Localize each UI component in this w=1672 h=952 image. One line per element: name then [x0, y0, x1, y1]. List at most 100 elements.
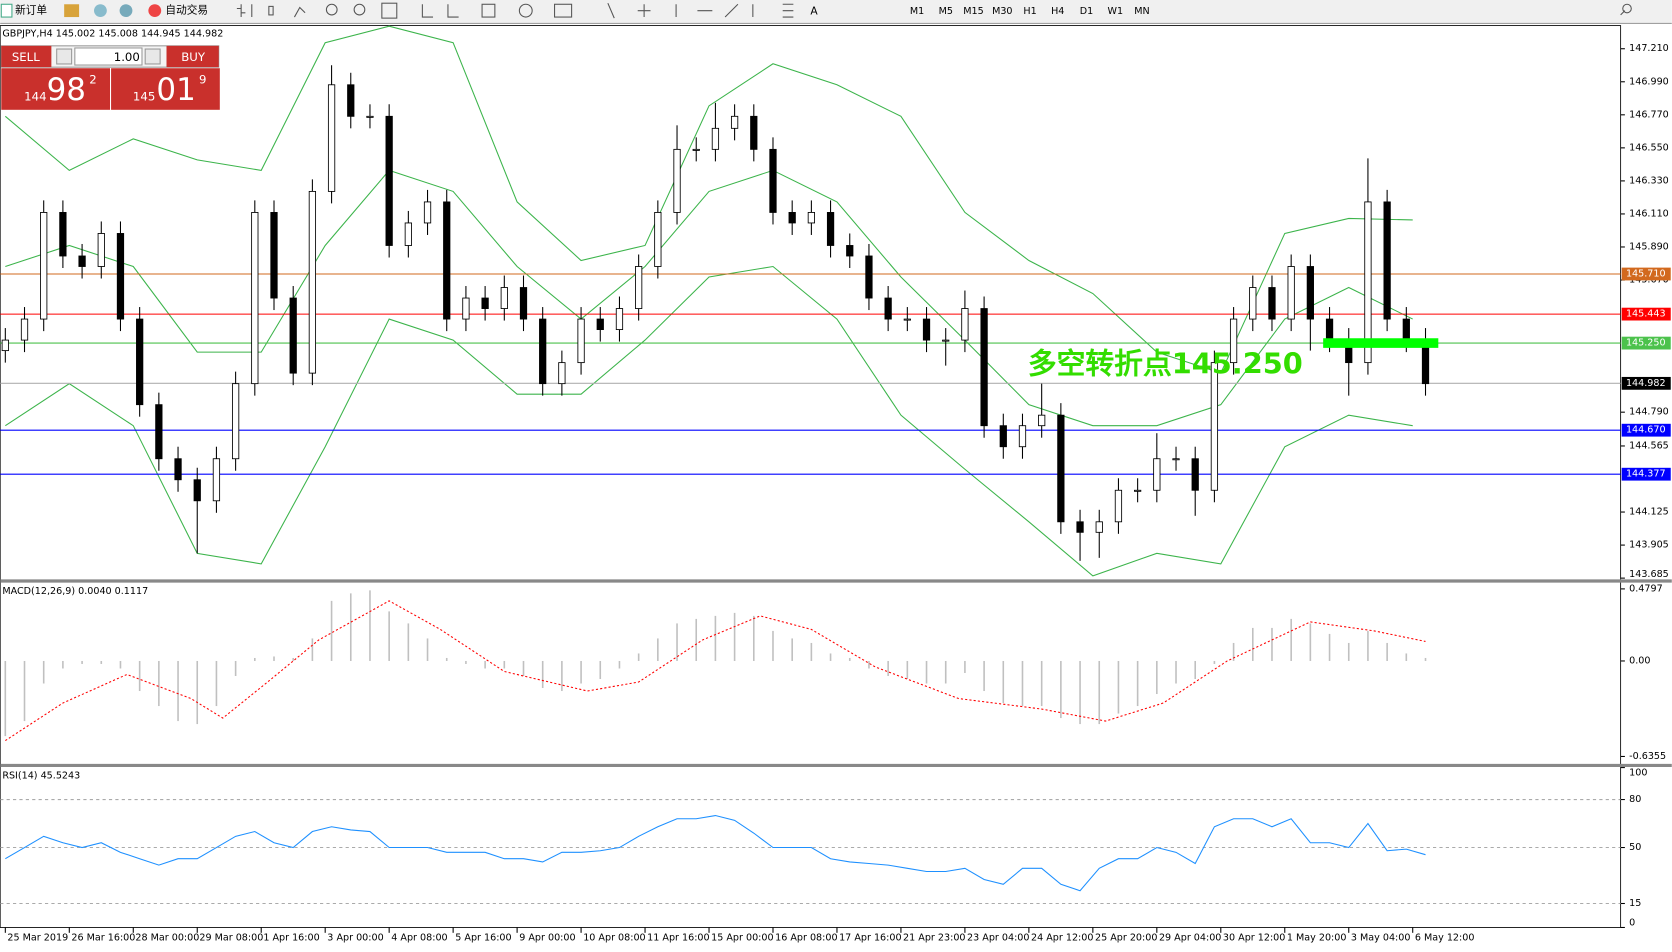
candle-body: [999, 425, 1007, 448]
x-tick-label: 24 Apr 12:00: [1031, 933, 1093, 944]
timeframe-button[interactable]: H1: [1023, 6, 1036, 17]
icon[interactable]: [293, 6, 306, 18]
sell-label: SELL: [12, 50, 40, 64]
candle-body: [711, 127, 720, 150]
chart-frame: [0, 25, 1622, 928]
timeframe-button[interactable]: M1: [910, 6, 924, 17]
icon[interactable]: [554, 3, 573, 18]
candle-body: [423, 201, 432, 224]
new-order-button[interactable]: 新订单: [0, 3, 47, 18]
candle-body: [1287, 266, 1295, 320]
candle-body: [1383, 201, 1391, 320]
price-level-label: 144.377: [1626, 469, 1666, 480]
candle-body: [1249, 287, 1257, 320]
candle-body: [78, 255, 86, 267]
x-tick-label: 11 Apr 16:00: [647, 933, 709, 944]
icon[interactable]: [353, 3, 366, 16]
candle-body: [97, 233, 105, 267]
x-tick-label: 26 Mar 16:00: [71, 933, 135, 944]
candle-body: [519, 287, 528, 320]
candle-body: [1, 339, 9, 352]
y-tick-label: 144.125: [1629, 507, 1669, 518]
x-tick-label: 5 Apr 16:00: [455, 933, 511, 944]
lot-increase[interactable]: [144, 48, 161, 65]
icon[interactable]: [94, 4, 107, 18]
icon[interactable]: [325, 3, 338, 16]
buy-button[interactable]: BUY 145 01 9: [111, 45, 220, 110]
candle-body: [769, 148, 777, 213]
candle-body: [116, 233, 125, 320]
candle-body: [635, 266, 643, 309]
timeframe-button[interactable]: MN: [1134, 6, 1149, 17]
timeframe-button[interactable]: M5: [939, 6, 953, 17]
y-tick-label: 144.565: [1629, 440, 1669, 451]
auto-trading-button[interactable]: 自动交易: [148, 4, 208, 18]
candle-body: [750, 115, 758, 150]
candle-body: [846, 245, 854, 257]
buy-bg: [166, 45, 219, 68]
candle-body: [558, 362, 566, 385]
candle-body: [347, 84, 355, 117]
icon[interactable]: [481, 3, 496, 18]
indicator-title: MACD(12,26,9) 0.0040 0.1117: [2, 586, 148, 597]
candle-body: [1114, 489, 1123, 523]
y-tick-label: 146.770: [1629, 109, 1669, 120]
candle-body: [1268, 287, 1276, 320]
candle-body: [1210, 362, 1219, 491]
candle-body: [366, 115, 374, 118]
candle-body: [155, 404, 163, 460]
icon[interactable]: [381, 2, 398, 19]
price-level-label: 144.982: [1626, 378, 1666, 389]
y-tick-label: 146.550: [1629, 142, 1669, 153]
candle-body: [1018, 425, 1027, 448]
plot: GBPJPY,H4 145.002 145.008 144.945 144.98…: [0, 25, 1671, 944]
icon[interactable]: [447, 4, 459, 18]
x-tick-label: 29 Mar 08:00: [199, 933, 263, 944]
y-tick-label: 0.00: [1629, 655, 1650, 666]
candle-body: [884, 297, 892, 320]
candle-body: [922, 318, 931, 341]
icon: [0, 3, 13, 18]
candle-body: [136, 318, 144, 406]
text-tool[interactable]: A: [810, 5, 818, 18]
x-tick-label: 9 Apr 00:00: [519, 933, 575, 944]
timeframe-button[interactable]: M15: [963, 6, 983, 17]
rsi-line: [5, 814, 1426, 892]
icon[interactable]: [64, 4, 80, 18]
timeframe-button[interactable]: W1: [1108, 6, 1124, 17]
bollinger-lower: [5, 265, 1413, 577]
lot-input[interactable]: [74, 47, 143, 66]
candle-body: [443, 201, 451, 320]
panel: MACD(12,26,9) 0.0040 0.1117 0.4797 0.00 -0.…: [2, 583, 1666, 762]
sell-bg: [1, 45, 52, 68]
candle-body: [788, 212, 796, 224]
candle-body: [903, 318, 911, 321]
y-tick-label: 80: [1629, 794, 1641, 805]
lot-decrease[interactable]: [56, 48, 73, 65]
timeframe-button[interactable]: D1: [1080, 6, 1093, 17]
sell-button[interactable]: SELL 144 98 2: [1, 45, 111, 110]
pivot-annotation: 多空转折点145.250: [1028, 346, 1303, 380]
candle-body: [1325, 318, 1334, 341]
x-tick-label: 25 Apr 20:00: [1095, 933, 1157, 944]
icon[interactable]: [421, 4, 434, 18]
icon[interactable]: [1622, 3, 1632, 14]
y-tick-label: 0.4797: [1629, 583, 1663, 594]
candle-body: [539, 318, 547, 385]
x-tick-label: 3 May 04:00: [1351, 933, 1411, 944]
x-tick-label: 1 May 20:00: [1287, 933, 1347, 944]
icon[interactable]: [518, 3, 533, 18]
bollinger-upper: [4, 25, 1413, 374]
candle-body: [1038, 414, 1046, 427]
x-tick-label: 1 Apr 16:00: [263, 933, 319, 944]
candle-body: [462, 297, 470, 320]
timeframe-button[interactable]: H4: [1051, 6, 1064, 17]
y-tick-label: 143.685: [1629, 569, 1669, 580]
icon[interactable]: [268, 5, 274, 16]
icon[interactable]: [236, 4, 253, 18]
candle-body: [1095, 521, 1103, 533]
icon[interactable]: [119, 4, 133, 18]
candle-body: [692, 148, 700, 151]
timeframe-button[interactable]: M30: [992, 6, 1012, 17]
icon[interactable]: [607, 2, 794, 19]
